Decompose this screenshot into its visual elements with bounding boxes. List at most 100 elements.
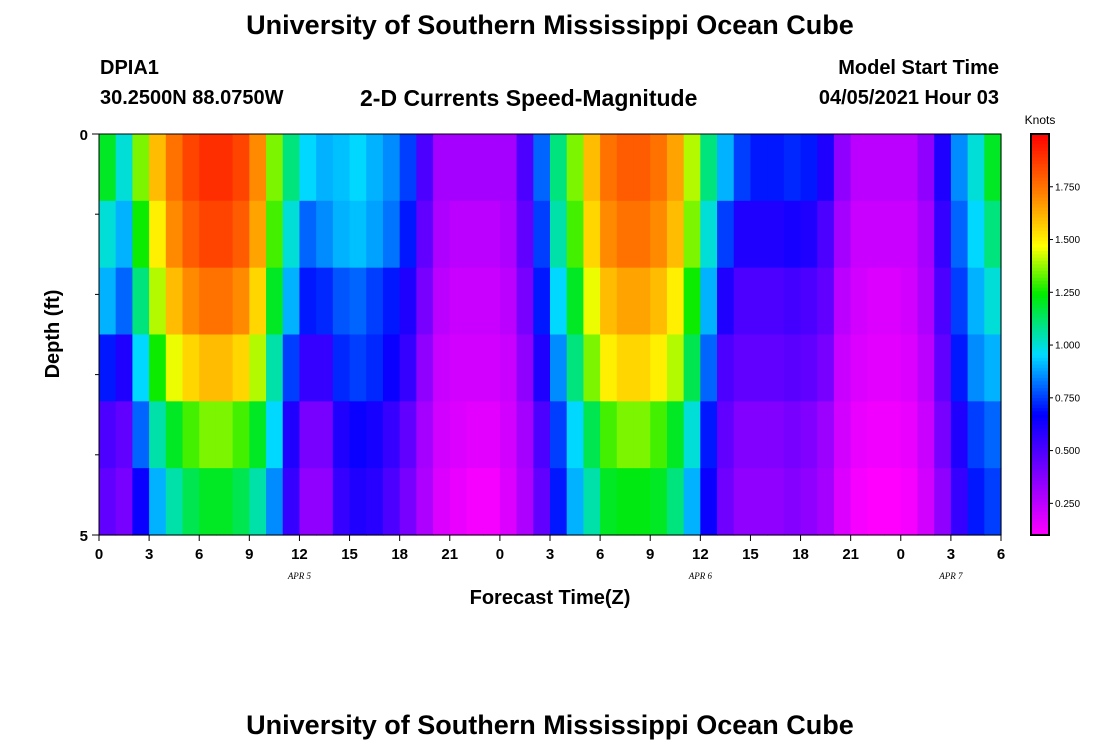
- x-tick-label: 6: [195, 546, 203, 563]
- heatmap-cell: [449, 134, 468, 202]
- heatmap-cell: [366, 334, 384, 402]
- heatmap-cell: [566, 468, 584, 536]
- heatmap-cell: [516, 200, 534, 269]
- heatmap-cell: [683, 134, 701, 202]
- colorbar-frame: [1030, 133, 1050, 536]
- heatmap-cell: [650, 267, 668, 336]
- heatmap-cell: [349, 468, 367, 536]
- colorbar-swatch: [1031, 361, 1049, 366]
- heatmap-cell: [800, 134, 818, 202]
- colorbar-swatch: [1031, 267, 1049, 272]
- heatmap-cell: [967, 468, 985, 536]
- heatmap-cell: [934, 401, 952, 469]
- heatmap-cell: [917, 468, 935, 536]
- heatmap-cell: [600, 134, 618, 202]
- colorbar-swatch: [1031, 351, 1049, 356]
- colorbar-swatch: [1031, 254, 1049, 259]
- heatmap-cell: [215, 200, 234, 269]
- heatmap-cell: [332, 468, 351, 536]
- heatmap-cell: [266, 134, 284, 202]
- date-label: APR 5: [287, 571, 312, 581]
- heatmap-cell: [349, 334, 367, 402]
- y-tick-label: 5: [80, 528, 88, 545]
- colorbar-swatch: [1031, 501, 1049, 506]
- heatmap-cell: [282, 401, 301, 469]
- heatmap-cell: [867, 134, 885, 202]
- colorbar-unit: Knots: [1025, 113, 1056, 127]
- heatmap-cell: [99, 134, 117, 202]
- heatmap-cell: [984, 468, 1002, 536]
- colorbar-swatch: [1031, 190, 1049, 195]
- x-tick-label: 0: [897, 546, 905, 563]
- x-tick-label: 15: [341, 546, 358, 563]
- model-start-value: 04/05/2021 Hour 03: [818, 87, 999, 109]
- heatmap-cell: [316, 334, 334, 402]
- heatmap-cell: [132, 200, 150, 269]
- heatmap-cell: [867, 200, 885, 269]
- heatmap-cell: [717, 134, 735, 202]
- heatmap-cell: [666, 468, 685, 536]
- x-tick-label: 3: [145, 546, 153, 563]
- date-label: APR 6: [688, 571, 713, 581]
- heatmap-cell: [399, 200, 417, 269]
- heatmap-cell: [934, 267, 952, 336]
- heatmap-cell: [650, 200, 668, 269]
- heatmap-cell: [282, 468, 301, 536]
- colorbar-swatch: [1031, 461, 1049, 466]
- heatmap-cell: [800, 468, 818, 536]
- heatmap-cell: [817, 401, 835, 469]
- heatmap-cell: [533, 267, 551, 336]
- colorbar-swatch: [1031, 294, 1049, 299]
- heatmap-cell: [132, 267, 150, 336]
- heatmap-cell: [416, 134, 434, 202]
- colorbar-swatch: [1031, 204, 1049, 209]
- heatmap-cell: [767, 468, 785, 536]
- heatmap-cell: [115, 334, 133, 402]
- heatmap-cell: [499, 134, 518, 202]
- colorbar-swatch: [1031, 137, 1049, 142]
- heatmap-cell: [583, 134, 601, 202]
- heatmap-cell: [750, 200, 768, 269]
- colorbar-swatch: [1031, 324, 1049, 329]
- heatmap-cell: [483, 401, 501, 469]
- heatmap-cell: [366, 468, 384, 536]
- colorbar-tick-label: 1.500: [1055, 235, 1080, 246]
- heatmap-cell: [867, 468, 885, 536]
- heatmap-cell: [349, 134, 367, 202]
- y-axis: 05: [80, 127, 99, 545]
- heatmap-cell: [349, 200, 367, 269]
- heatmap-cell: [149, 267, 167, 336]
- colorbar-swatch: [1031, 414, 1049, 419]
- heatmap-cell: [950, 200, 969, 269]
- colorbar-swatch: [1031, 334, 1049, 339]
- colorbar-swatch: [1031, 260, 1049, 265]
- heatmap-cell: [650, 334, 668, 402]
- heatmap-cell: [600, 200, 618, 269]
- colorbar-swatch: [1031, 297, 1049, 302]
- heatmap-cell: [483, 134, 501, 202]
- colorbar-swatch: [1031, 224, 1049, 229]
- heatmap-cell: [165, 267, 184, 336]
- colorbar-tick-label: 1.250: [1055, 288, 1080, 299]
- heatmap-cell: [483, 200, 501, 269]
- station-id: DPIA1: [100, 57, 159, 79]
- heatmap-cell: [316, 401, 334, 469]
- model-start-label: Model Start Time: [838, 57, 999, 79]
- colorbar-swatch: [1031, 194, 1049, 199]
- heatmap-cell: [917, 334, 935, 402]
- heatmap-cell: [683, 468, 701, 536]
- colorbar-swatch: [1031, 237, 1049, 242]
- heatmap-cell: [900, 267, 919, 336]
- heatmap-cell: [249, 200, 267, 269]
- heatmap-cell: [282, 200, 301, 269]
- colorbar-swatch: [1031, 374, 1049, 379]
- chart-title: 2-D Currents Speed-Magnitude: [360, 85, 698, 111]
- heatmap-cell: [483, 267, 501, 336]
- x-tick-label: 18: [391, 546, 408, 563]
- heatmap-cell: [633, 134, 651, 202]
- heatmap-cell: [550, 334, 568, 402]
- heatmap-cell: [382, 134, 401, 202]
- heatmap-cell: [466, 334, 484, 402]
- colorbar-swatch: [1031, 167, 1049, 172]
- heatmap-cell: [984, 267, 1002, 336]
